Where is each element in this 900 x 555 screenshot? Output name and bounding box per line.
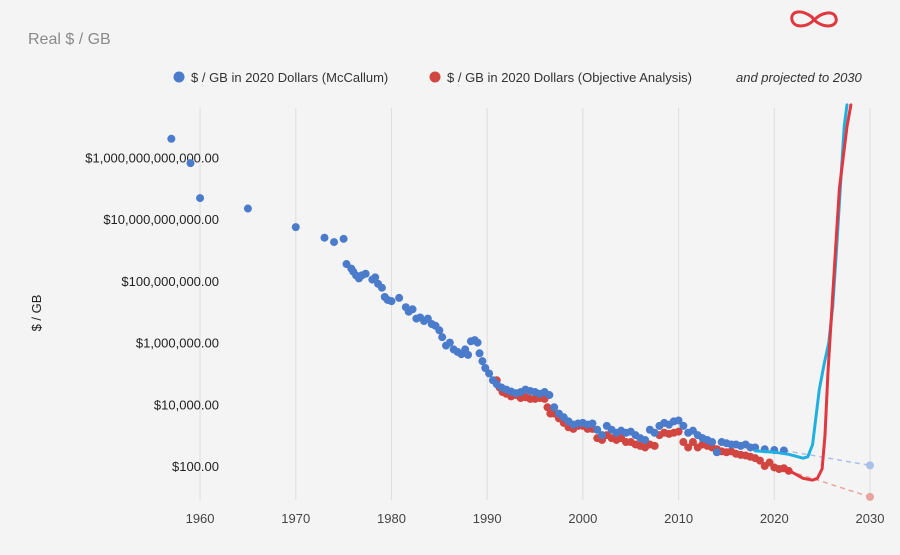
data-point [755,456,764,465]
y-tick-label: $1,000,000.00 [136,336,219,351]
data-point [485,369,494,378]
legend-label-objective: $ / GB in 2020 Dollars (Objective Analys… [447,70,692,85]
data-point [708,438,717,447]
x-tick-label: 2000 [568,511,597,526]
data-point [765,458,774,467]
x-tick-label: 2010 [664,511,693,526]
y-tick-label: $10,000.00 [154,397,219,412]
data-point [684,443,693,452]
x-tick-label: 2030 [856,511,885,526]
data-point [588,419,597,428]
data-point [395,293,404,302]
data-point [650,428,659,437]
data-point [550,403,559,412]
x-tick-label: 1980 [377,511,406,526]
data-point [545,391,554,400]
projection-line [783,449,871,467]
data-point [688,438,697,447]
data-point [387,297,396,306]
legend-marker-mccallum [173,71,185,83]
data-point [445,338,454,347]
data-point [751,443,760,452]
x-tick-label: 1990 [473,511,502,526]
series-mccallum [167,134,788,457]
data-point [167,134,176,143]
data-point [291,223,300,232]
data-point [438,333,447,342]
data-point [593,425,602,434]
y-tick-label: $100,000,000.00 [121,274,219,289]
projection-line [788,470,871,498]
y-tick-label: $100.00 [172,459,219,474]
projection-end-point [866,461,874,470]
x-tick-label: 2020 [760,511,789,526]
chart-title: Real $ / GB [28,31,111,48]
data-point [320,233,329,242]
data-point [243,204,252,213]
data-point [377,283,386,292]
hand-drawn-annotations [753,10,853,482]
data-point [598,431,607,440]
data-point [408,305,417,314]
gridlines [199,108,871,500]
data-point [674,427,683,436]
x-tick-labels: 1960 1970 1980 1990 2000 2010 2020 2030 [186,511,885,526]
data-point [330,238,339,247]
data-point [464,350,473,359]
data-point [186,159,195,168]
y-tick-label: $10,000,000,000.00 [103,212,219,227]
data-point [435,326,444,335]
legend-label-mccallum: $ / GB in 2020 Dollars (McCallum) [191,70,388,85]
x-tick-label: 1970 [281,511,310,526]
data-point [679,421,688,430]
projection-lines [783,449,874,501]
x-tick-label: 1960 [186,511,215,526]
hand-drawn-line [782,103,853,482]
legend-projection-note: and projected to 2030 [736,70,863,85]
data-point [650,441,659,450]
data-point [473,338,482,347]
y-tick-label: $1,000,000,000,000.00 [85,150,219,165]
y-axis-label: $ / GB [29,295,44,332]
legend-marker-objective [429,71,441,83]
data-point [371,273,380,282]
legend: $ / GB in 2020 Dollars (McCallum) $ / GB… [173,70,863,85]
data-point [361,269,370,278]
y-tick-labels: $100.00 $10,000.00 $1,000,000.00 $100,000,0… [85,150,219,474]
data-point [196,194,205,203]
data-point [679,438,688,447]
projection-end-point [866,492,874,501]
infinity-symbol [790,10,838,28]
data-point [478,357,487,366]
data-point [674,416,683,425]
data-point [641,435,650,444]
data-point [712,448,721,457]
data-point [475,349,484,358]
data-point [339,234,348,243]
data-point [543,403,552,412]
